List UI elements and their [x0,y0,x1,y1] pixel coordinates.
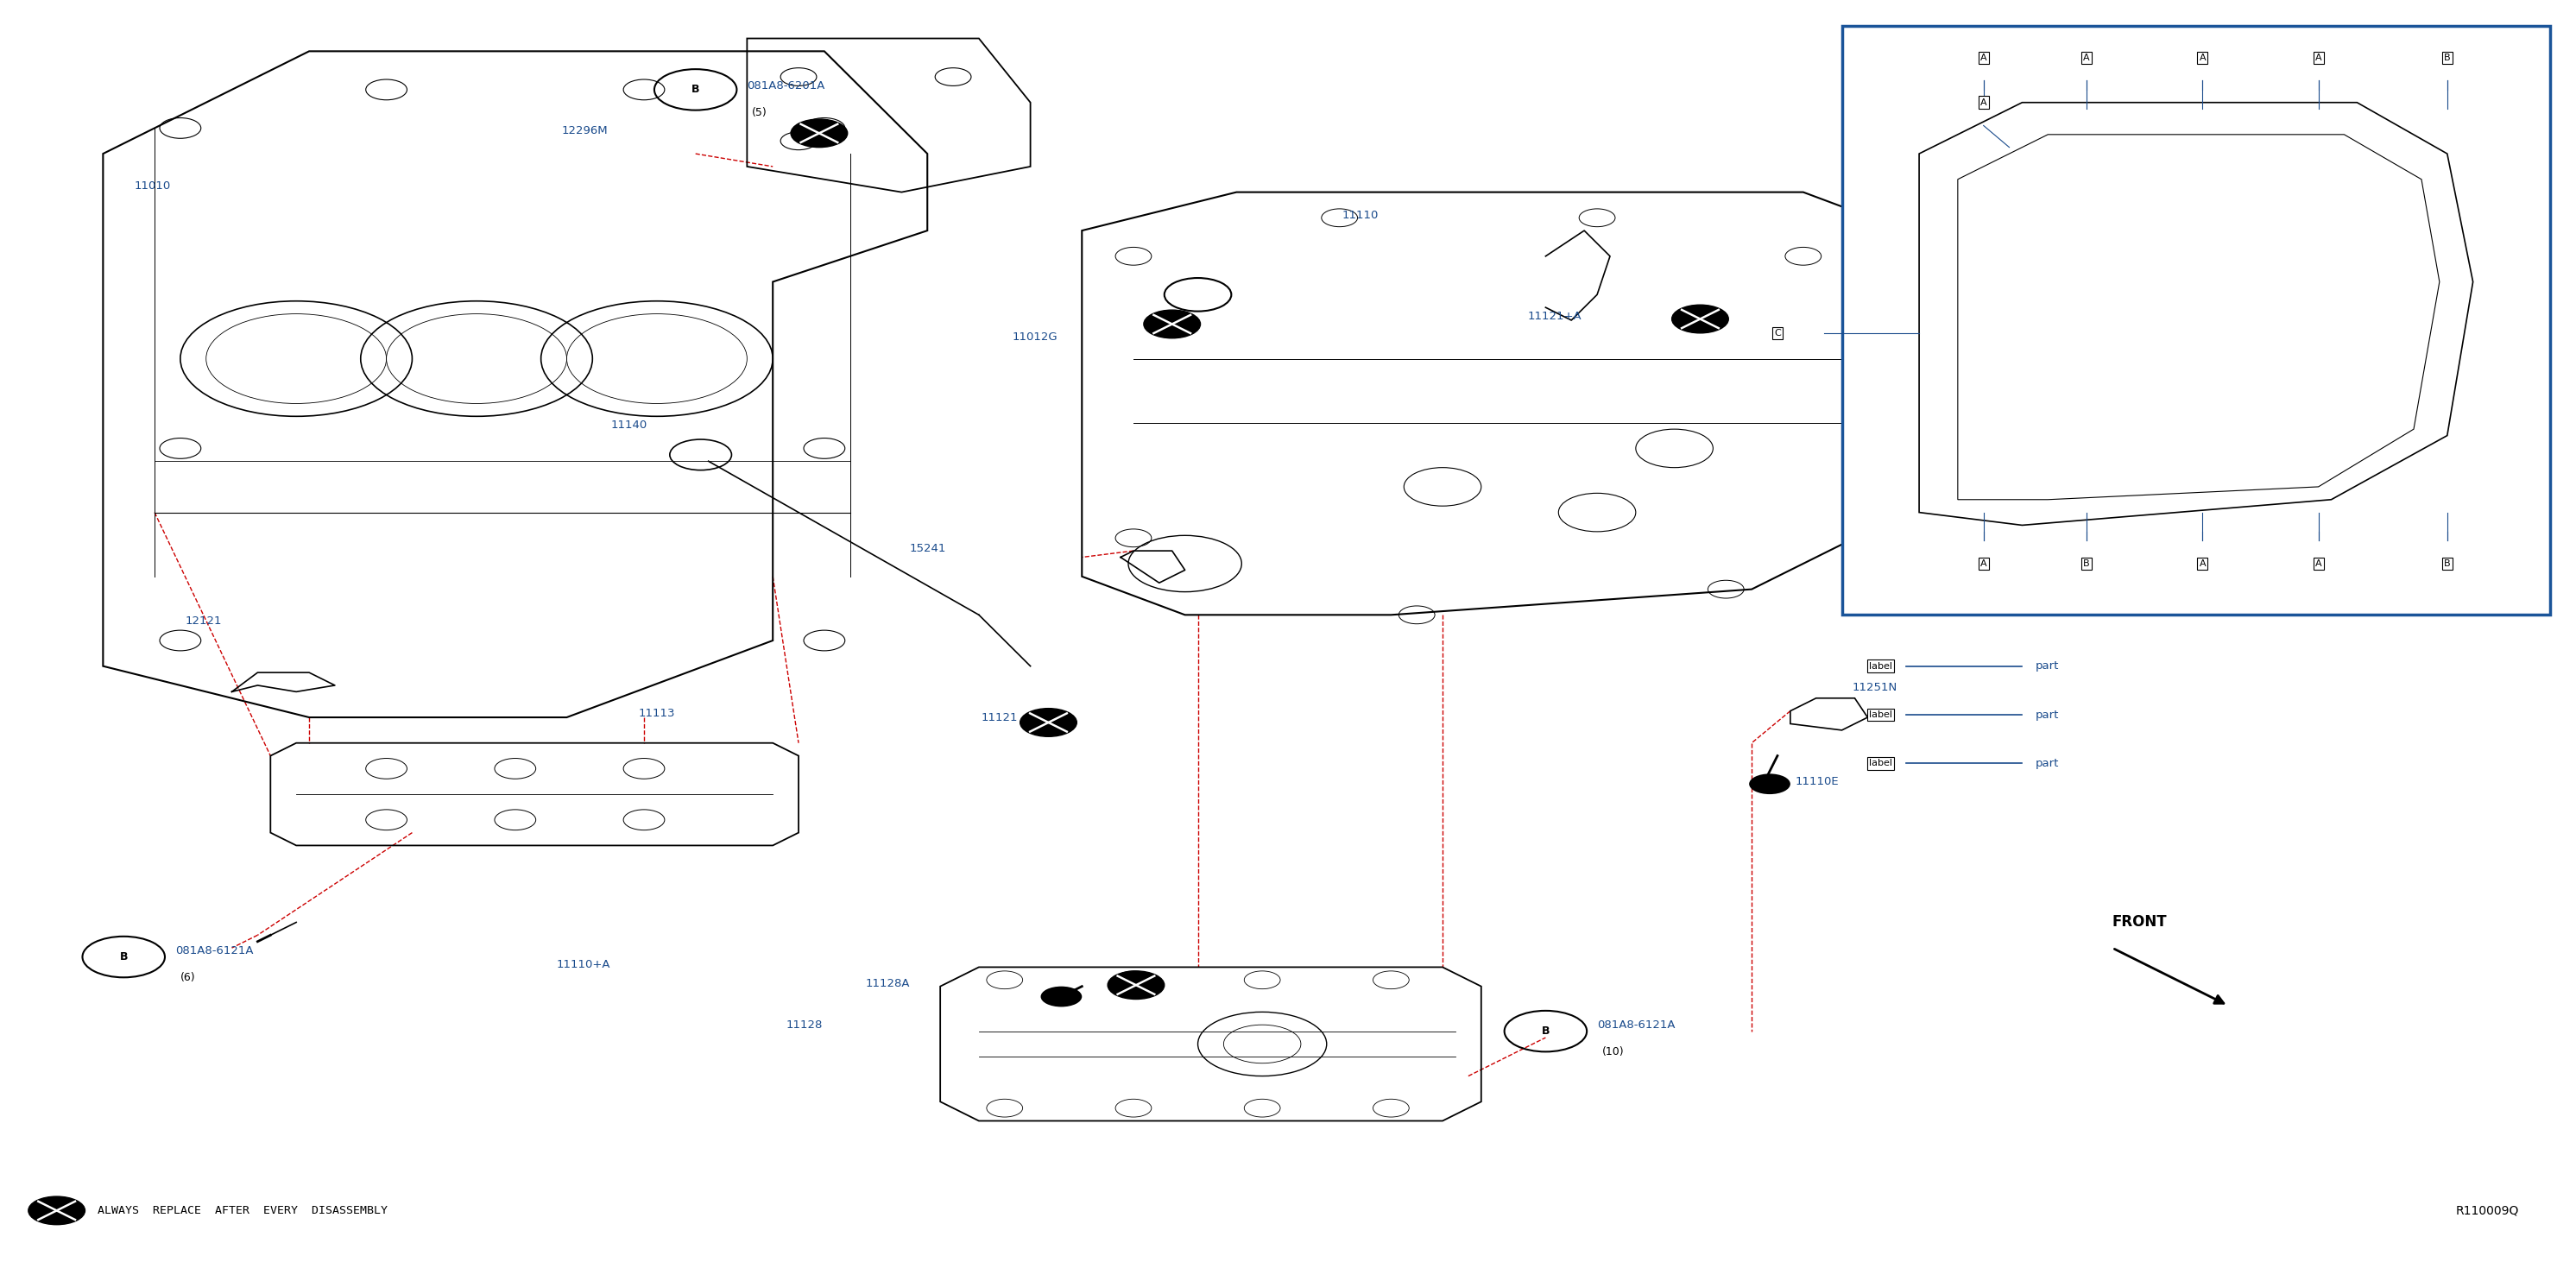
Text: A: A [2316,54,2321,61]
Text: B: B [2445,54,2450,61]
Text: 11121: 11121 [981,712,1018,722]
Text: 11121+A: 11121+A [1528,311,1582,322]
Text: B: B [118,952,129,962]
Text: C: C [1775,329,1780,337]
Text: 11110+A: 11110+A [556,959,611,970]
Text: ALWAYS  REPLACE  AFTER  EVERY  DISASSEMBLY: ALWAYS REPLACE AFTER EVERY DISASSEMBLY [98,1205,389,1216]
Text: A: A [1981,560,1986,567]
Text: 081A8-6121A: 081A8-6121A [1597,1020,1674,1030]
Text: 11128: 11128 [786,1020,822,1030]
Circle shape [28,1196,85,1225]
Text: (6): (6) [180,972,196,983]
Text: part: part [2035,710,2058,720]
Circle shape [1672,305,1728,333]
Text: 12296M: 12296M [562,126,608,136]
Text: label: label [1868,760,1893,767]
Text: 15241: 15241 [909,543,945,553]
Circle shape [1144,310,1200,338]
Text: label: label [1868,711,1893,719]
Text: A: A [2200,560,2205,567]
Text: B: B [690,85,701,95]
Text: B: B [2084,560,2089,567]
Text: label: label [1868,662,1893,670]
Bar [1842,26,2550,615]
Text: 11010: 11010 [134,181,170,191]
Text: 11140: 11140 [611,420,647,430]
Circle shape [1108,971,1164,999]
Text: part: part [2035,758,2058,769]
Text: A: A [2200,54,2205,61]
Text: A: A [2316,560,2321,567]
Text: 11128A: 11128A [866,979,909,989]
Text: A: A [2084,54,2089,61]
Text: 12121: 12121 [185,616,222,626]
Text: R110009Q: R110009Q [2455,1204,2519,1217]
Text: 081A8-6121A: 081A8-6121A [175,945,252,956]
Text: A: A [1981,99,1986,106]
Text: 11110: 11110 [1342,210,1378,220]
Text: 11251N: 11251N [1852,683,1899,693]
Circle shape [1020,708,1077,737]
Text: (10): (10) [1602,1047,1625,1057]
Text: B: B [2445,560,2450,567]
Text: 081A8-6201A: 081A8-6201A [747,81,824,91]
Text: 11110E: 11110E [1795,776,1839,787]
Text: 11012G: 11012G [1012,332,1059,342]
Text: 11113: 11113 [639,708,675,719]
Text: A: A [1981,54,1986,61]
Text: B: B [1540,1026,1551,1036]
Text: part: part [2035,661,2058,671]
Text: FRONT: FRONT [2112,915,2166,930]
Circle shape [791,119,848,147]
Circle shape [1041,986,1082,1007]
Text: (5): (5) [752,108,768,118]
Circle shape [1749,774,1790,794]
